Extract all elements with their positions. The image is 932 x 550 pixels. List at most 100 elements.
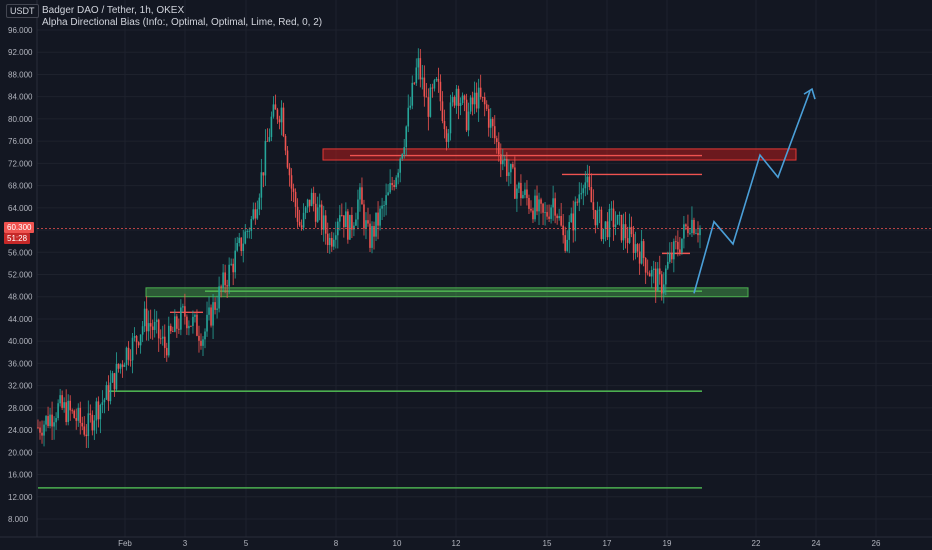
- candle-body: [427, 97, 430, 117]
- candle-body: [598, 209, 601, 211]
- candle-body: [216, 308, 218, 310]
- candle-body: [125, 347, 128, 365]
- candle-body: [127, 347, 130, 360]
- candle-body: [590, 187, 593, 203]
- candle-body: [524, 189, 526, 195]
- candle-body: [206, 314, 208, 332]
- candle-body: [304, 207, 307, 213]
- candle-body: [37, 427, 39, 429]
- candle-body: [103, 399, 106, 403]
- candle-body: [552, 198, 554, 208]
- candle-body: [308, 199, 311, 206]
- candle-body: [471, 97, 474, 105]
- last-price-tag: 60.300: [4, 222, 35, 234]
- candle-body: [230, 263, 232, 265]
- candle-body: [111, 373, 114, 383]
- candle-body: [163, 336, 166, 348]
- candle-body: [582, 188, 585, 194]
- time-tick-label: 10: [393, 539, 402, 548]
- candle-body: [270, 116, 273, 138]
- candle-body: [381, 205, 383, 209]
- candle-body: [91, 414, 94, 431]
- candle-body: [347, 211, 349, 240]
- candle-body: [341, 215, 343, 216]
- candle-body: [53, 422, 55, 427]
- candle-body: [202, 339, 204, 346]
- candle-body: [608, 208, 611, 238]
- candle-body: [302, 212, 305, 228]
- candle-body: [602, 228, 605, 240]
- candle-body: [397, 172, 399, 178]
- candle-body: [63, 402, 65, 408]
- candle-body: [147, 323, 150, 332]
- candle-body: [306, 199, 309, 208]
- levels: [38, 154, 702, 489]
- candle-body: [419, 58, 422, 80]
- candle-body: [234, 250, 236, 273]
- candle-body: [439, 81, 442, 102]
- candle-body: [260, 172, 263, 198]
- candle-body: [693, 219, 695, 234]
- price-tick-label: 28.000: [8, 404, 33, 413]
- candle-body: [570, 213, 573, 223]
- candle-body: [268, 137, 271, 142]
- price-tick-label: 32.000: [8, 382, 33, 391]
- candle-body: [610, 208, 613, 210]
- candle-body: [566, 239, 568, 251]
- candle-body: [115, 363, 118, 390]
- candle-body: [105, 385, 108, 400]
- candle-body: [97, 401, 100, 420]
- candle-body: [648, 273, 651, 277]
- candle-body: [429, 87, 432, 117]
- candle-body: [662, 284, 665, 294]
- candle-body: [55, 418, 57, 423]
- time-tick-label: 12: [452, 539, 461, 548]
- candle-body: [495, 138, 498, 143]
- candle-body: [244, 231, 247, 244]
- price-axis[interactable]: 96.000 92.000 88.000 84.000 80.000 76.000 72.0…: [8, 26, 33, 524]
- candle-body: [226, 285, 228, 287]
- candle-body: [256, 209, 259, 219]
- candle-body: [618, 214, 621, 216]
- candle-body: [485, 104, 488, 109]
- candle-body: [318, 204, 321, 208]
- candle-body: [294, 191, 297, 207]
- candle-body: [258, 197, 261, 210]
- candle-body: [320, 204, 323, 230]
- candle-body: [415, 67, 418, 84]
- time-tick-label: 22: [752, 539, 761, 548]
- resistance-zone: [322, 148, 797, 161]
- price-tick-label: 96.000: [8, 26, 33, 35]
- time-axis[interactable]: Feb 3 5 8 10 12 15 17 19 22 24 26: [118, 539, 881, 548]
- candle-body: [174, 316, 176, 332]
- candle-body: [628, 226, 631, 243]
- candle-body: [43, 424, 45, 436]
- candle-body: [483, 97, 486, 105]
- candle-body: [479, 87, 482, 98]
- candle-body: [463, 95, 466, 100]
- price-tick-label: 92.000: [8, 48, 33, 57]
- candle-body: [186, 316, 188, 329]
- candle-body: [99, 404, 102, 420]
- candle-body: [459, 103, 462, 106]
- candle-body: [129, 359, 132, 361]
- candle-body: [401, 154, 404, 159]
- price-tick-label: 48.000: [8, 293, 33, 302]
- candle-body: [574, 201, 577, 231]
- candle-body: [224, 272, 226, 286]
- currency-button[interactable]: USDT: [6, 4, 39, 18]
- candle-body: [441, 101, 444, 121]
- candle-body: [528, 197, 530, 209]
- candle-body: [650, 269, 653, 277]
- candle-body: [673, 241, 675, 260]
- candle-body: [286, 150, 289, 168]
- candle-body: [218, 286, 220, 309]
- candle-body: [151, 326, 154, 330]
- price-tick-label: 40.000: [8, 337, 33, 346]
- candle-body: [133, 336, 136, 338]
- candle-body: [228, 264, 230, 287]
- candle-body: [180, 307, 182, 330]
- price-tick-label: 20.000: [8, 448, 33, 457]
- candle-body: [640, 241, 643, 264]
